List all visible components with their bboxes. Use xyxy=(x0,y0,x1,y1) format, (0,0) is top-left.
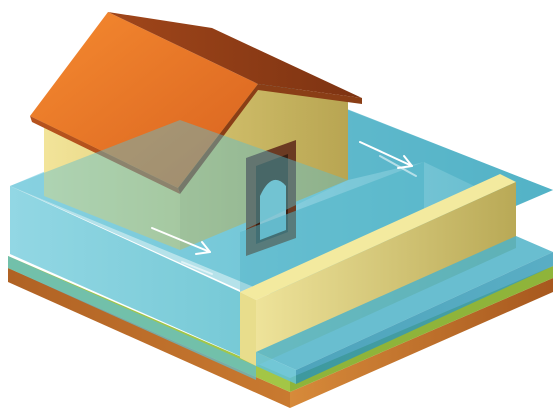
house-roof-front-edge xyxy=(30,116,180,194)
soil-left-face xyxy=(8,268,290,408)
flow-arrow-icon xyxy=(359,141,417,177)
barrier-side xyxy=(256,182,516,366)
barrier-front xyxy=(240,292,256,366)
channel-top xyxy=(256,236,553,370)
water-inner-face xyxy=(240,162,424,292)
house-roof-front xyxy=(30,12,258,188)
flood-water-channel xyxy=(8,236,553,384)
soil-right-face xyxy=(290,278,553,408)
house-roof-side xyxy=(108,12,362,98)
grass-right-face xyxy=(290,266,553,392)
water-mid-top xyxy=(10,120,348,290)
channel-right xyxy=(296,252,553,384)
water-front-face xyxy=(10,186,240,356)
flow-arrows xyxy=(151,141,417,275)
channel-lower-left xyxy=(8,256,256,380)
flow-arrow-icon xyxy=(151,227,213,275)
barrier-top xyxy=(240,174,516,300)
channel-front xyxy=(256,352,296,384)
flood-wall-icon xyxy=(240,174,516,366)
